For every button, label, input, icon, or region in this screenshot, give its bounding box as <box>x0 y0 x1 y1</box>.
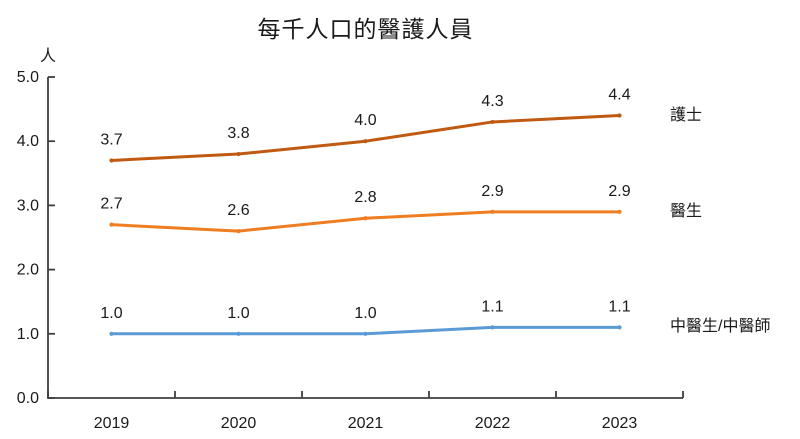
x-axis-ticks: 2019 2020 2021 2022 2023 <box>47 391 684 432</box>
data-label: 2.6 <box>227 202 249 219</box>
series-marker <box>490 209 495 214</box>
y-tick-label: 1.0 <box>17 326 39 343</box>
x-tick-label: 2019 <box>94 415 130 432</box>
x-tick-label: 2021 <box>348 415 384 432</box>
data-label: 3.8 <box>227 125 249 142</box>
y-axis-ticks: 0.0 1.0 2.0 3.0 4.0 5.0 <box>17 69 55 407</box>
data-label: 1.0 <box>354 305 376 322</box>
series-marker <box>363 331 368 336</box>
series-marker <box>617 325 622 330</box>
data-label: 2.7 <box>100 196 122 213</box>
y-tick-label: 0.0 <box>17 390 39 407</box>
legend-label-2: 中醫生/中醫師 <box>670 318 771 336</box>
data-label: 2.9 <box>608 183 630 200</box>
data-label: 4.4 <box>608 87 630 104</box>
data-label: 1.1 <box>481 298 503 315</box>
series-marker <box>236 151 241 157</box>
x-tick-label: 2020 <box>221 415 257 432</box>
data-label: 1.0 <box>227 305 249 322</box>
series-marker <box>490 119 495 125</box>
series-marker <box>490 325 495 330</box>
series-marker <box>236 331 241 336</box>
series-marker <box>109 331 114 336</box>
legend-label-1: 醫生 <box>670 202 703 220</box>
data-label: 2.8 <box>354 189 376 206</box>
series-marker <box>363 139 368 144</box>
series-marker <box>109 222 114 227</box>
data-label: 1.1 <box>608 298 630 315</box>
y-tick-label: 5.0 <box>17 69 39 86</box>
series-marker <box>109 158 114 163</box>
series-lines <box>109 113 622 336</box>
data-label: 4.3 <box>481 93 503 110</box>
series-line-1 <box>110 210 621 233</box>
y-tick-label: 4.0 <box>17 133 39 150</box>
chart-title: 每千人口的醫護人員 <box>257 16 474 42</box>
y-axis-unit-label: 人 <box>40 48 57 65</box>
data-label: 4.0 <box>354 112 376 129</box>
y-tick-label: 3.0 <box>17 197 39 214</box>
x-tick-label: 2023 <box>602 415 638 432</box>
series-marker <box>617 113 622 118</box>
y-tick-label: 2.0 <box>17 262 39 279</box>
legend-label-0: 護士 <box>670 106 703 124</box>
x-tick-label: 2022 <box>475 415 511 432</box>
series-marker <box>363 216 368 221</box>
series-marker <box>617 209 622 214</box>
series-marker <box>236 228 241 234</box>
data-label: 1.0 <box>100 305 122 322</box>
data-labels: 3.7 3.8 4.0 4.3 4.4 2.7 2.6 2.8 2.9 2.9 1.0 1.0 1.0 1… <box>100 87 630 322</box>
data-label: 2.9 <box>481 183 503 200</box>
data-label: 3.7 <box>100 131 122 148</box>
